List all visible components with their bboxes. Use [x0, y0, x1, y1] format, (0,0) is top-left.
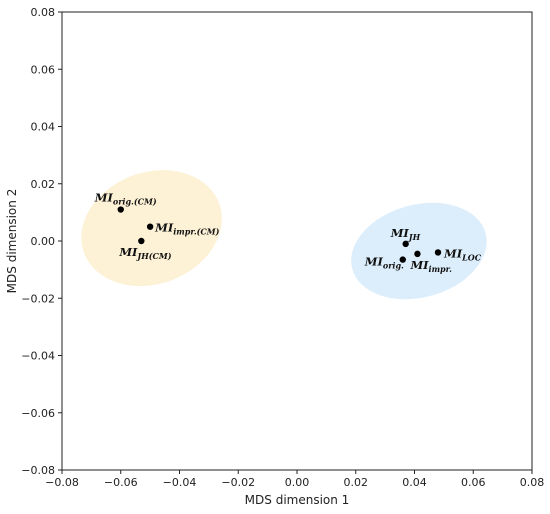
y-tick-label: −0.06: [21, 407, 55, 420]
data-point: [399, 256, 406, 263]
data-point: [146, 223, 154, 230]
x-axis-title: MDS dimension 1: [245, 493, 350, 507]
y-tick-label: 0.02: [31, 178, 56, 191]
y-tick-label: −0.04: [21, 350, 55, 363]
data-point-label: MIimpr.(CM): [154, 221, 219, 237]
y-tick-label: −0.02: [21, 292, 55, 305]
x-tick-label: 0.02: [344, 476, 369, 489]
cluster-ellipse-2: [351, 202, 487, 300]
data-point: [402, 240, 409, 248]
y-tick-label: 0.04: [31, 121, 56, 134]
x-tick-label: −0.02: [221, 476, 255, 489]
x-tick-label: −0.06: [104, 476, 138, 489]
x-tick-label: 0.08: [520, 476, 545, 489]
x-tick-label: 0.00: [285, 476, 310, 489]
y-tick-label: 0.06: [31, 63, 56, 76]
clusters-layer: [81, 170, 487, 300]
x-tick-label: 0.06: [461, 476, 486, 489]
points-layer: MIorig.(CM) MIimpr.(CM) MIJH(CM) MIJH MIimpr…: [94, 191, 482, 274]
y-tick-label: 0.08: [31, 6, 56, 19]
data-point-label: MIJH(CM): [118, 245, 171, 261]
x-tick-label: −0.08: [45, 476, 79, 489]
data-point: [414, 250, 421, 258]
data-point: [117, 206, 124, 213]
ticks-layer: −0.08 −0.06 −0.04 −0.02 0.00 0.02 0.04 0.06 0.08…: [21, 6, 544, 489]
x-tick-label: −0.04: [163, 476, 197, 489]
data-point-label: MIimpr.: [409, 258, 452, 274]
x-tick-label: 0.04: [402, 476, 427, 489]
y-axis-title: MDS dimension 2: [5, 189, 19, 294]
y-tick-label: −0.08: [21, 464, 55, 477]
data-point: [138, 237, 145, 245]
data-point: [434, 249, 442, 256]
data-point-label: MILOC: [443, 246, 482, 262]
y-tick-label: 0.00: [31, 235, 56, 248]
data-point-label: MIorig.: [364, 255, 404, 271]
data-point-label: MIorig.(CM): [94, 191, 157, 207]
data-point-label: MIJH: [390, 226, 421, 242]
